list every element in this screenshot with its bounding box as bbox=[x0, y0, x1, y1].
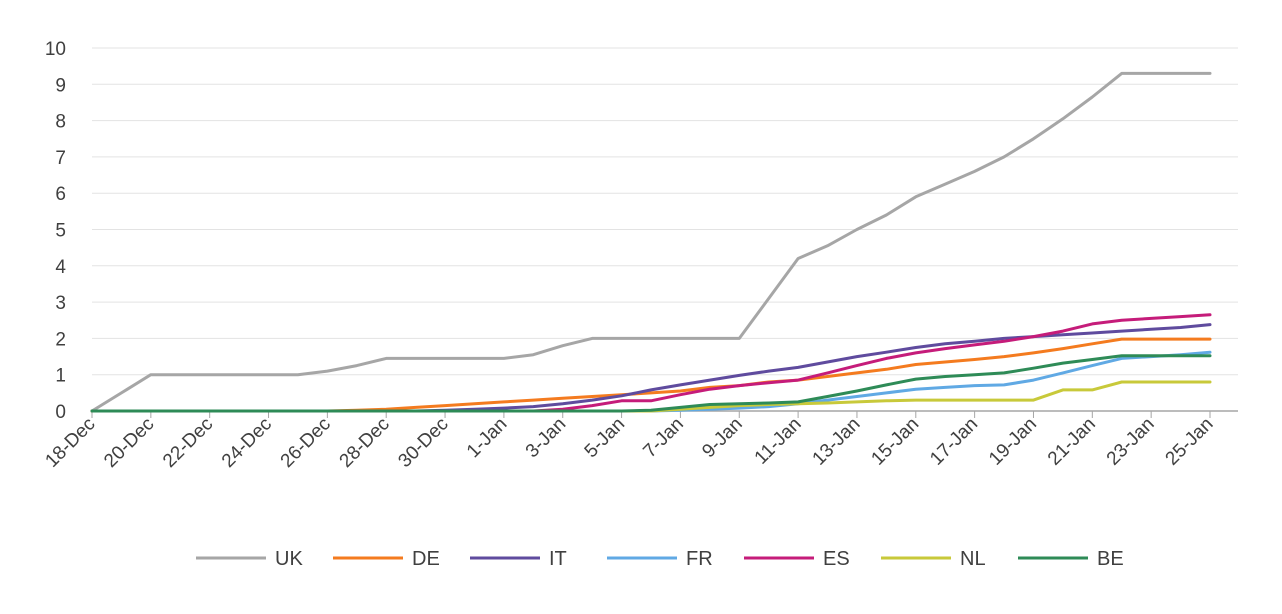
legend-label: UK bbox=[275, 548, 303, 570]
legend-label: ES bbox=[823, 548, 850, 570]
x-tick-label: 25-Jan bbox=[1162, 414, 1218, 470]
legend-item-es: ES bbox=[744, 548, 850, 570]
x-tick-label: 21-Jan bbox=[1044, 414, 1100, 470]
y-tick-label: 4 bbox=[55, 257, 66, 278]
x-tick-label: 3-Jan bbox=[522, 414, 570, 462]
legend-item-fr: FR bbox=[607, 548, 713, 570]
x-tick-label: 5-Jan bbox=[581, 414, 629, 462]
y-tick-label: 2 bbox=[55, 329, 66, 350]
y-tick-label: 10 bbox=[45, 39, 66, 60]
x-tick-label: 30-Dec bbox=[394, 414, 452, 472]
y-tick-label: 8 bbox=[55, 112, 66, 133]
x-tick-label: 19-Jan bbox=[985, 414, 1041, 470]
x-tick-label: 7-Jan bbox=[639, 414, 687, 462]
legend-label: IT bbox=[549, 548, 567, 570]
x-tick-label: 23-Jan bbox=[1103, 414, 1159, 470]
x-tick-label: 11-Jan bbox=[751, 414, 806, 469]
x-tick-label: 20-Dec bbox=[100, 414, 158, 472]
series-line-be bbox=[90, 354, 1212, 413]
legend: UK DE IT FR ES NL BE bbox=[196, 548, 1124, 570]
x-tick-label: 13-Jan bbox=[809, 414, 865, 470]
x-tick-label: 18-Dec bbox=[41, 414, 99, 472]
x-tick-label: 17-Jan bbox=[926, 414, 982, 470]
x-tick-label: 9-Jan bbox=[698, 414, 746, 462]
legend-label: DE bbox=[412, 548, 440, 570]
x-tick-label: 28-Dec bbox=[336, 414, 394, 472]
x-axis: 18-Dec 20-Dec 22-Dec 24-Dec 26-Dec 28-Dec 30-D… bbox=[41, 410, 1238, 472]
legend-item-nl: NL bbox=[881, 548, 986, 570]
y-axis: 0 1 2 3 4 5 6 7 8 9 10 bbox=[45, 39, 67, 423]
x-tick-label: 15-Jan bbox=[867, 414, 923, 470]
legend-label: BE bbox=[1097, 548, 1124, 570]
series-line-uk bbox=[90, 71, 1212, 413]
y-tick-label: 6 bbox=[55, 184, 66, 205]
legend-item-uk: UK bbox=[196, 548, 303, 570]
y-tick-label: 7 bbox=[55, 148, 66, 169]
x-tick-label: 1-Jan bbox=[463, 414, 511, 462]
legend-item-be: BE bbox=[1018, 548, 1124, 570]
x-tick-label: 24-Dec bbox=[218, 414, 276, 472]
gridlines bbox=[92, 47, 1238, 376]
y-tick-label: 9 bbox=[55, 75, 66, 96]
series-line-nl bbox=[90, 380, 1212, 413]
y-tick-label: 0 bbox=[55, 402, 66, 423]
y-tick-label: 5 bbox=[55, 221, 66, 242]
legend-label: NL bbox=[960, 548, 986, 570]
x-tick-label: 26-Dec bbox=[277, 414, 335, 472]
legend-label: FR bbox=[686, 548, 713, 570]
series-lines bbox=[90, 71, 1212, 413]
y-tick-label: 3 bbox=[55, 293, 66, 314]
legend-item-de: DE bbox=[333, 548, 440, 570]
x-tick-label: 22-Dec bbox=[159, 414, 217, 472]
legend-item-it: IT bbox=[470, 548, 567, 570]
y-tick-label: 1 bbox=[55, 366, 66, 387]
